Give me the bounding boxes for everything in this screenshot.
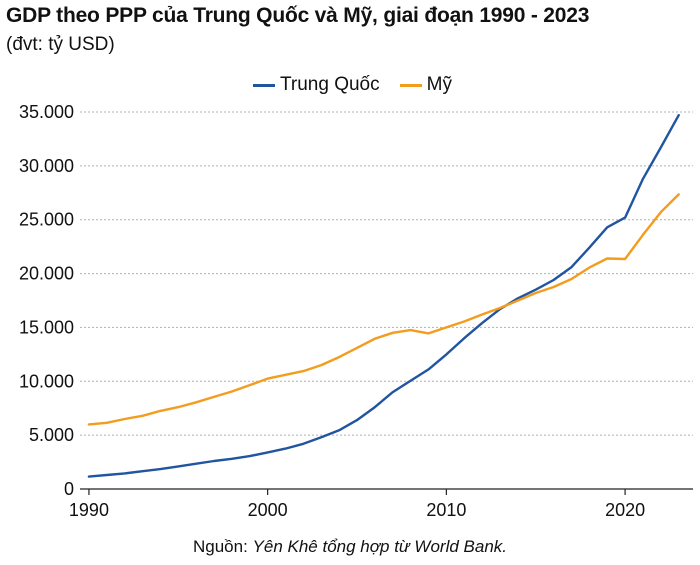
y-tick-label: 5.000 (29, 425, 74, 445)
legend-label-china: Trung Quốc (280, 74, 380, 95)
x-tick-label: 2000 (248, 500, 288, 520)
source-note: Nguồn: Yên Khê tổng hợp từ World Bank. (0, 537, 700, 557)
y-tick-label: 20.000 (19, 264, 74, 284)
series-line-china (87, 113, 680, 478)
tick-labels: 0 5.000 10.000 15.000 20.000 25.000 30.000 35.0… (19, 102, 645, 520)
series-line-usa (87, 193, 680, 426)
source-name: Yên Khê tổng hợp từ World Bank. (252, 537, 507, 556)
legend-item-china: Trung Quốc (253, 74, 380, 96)
legend-item-usa: Mỹ (399, 74, 452, 96)
y-tick-label: 25.000 (19, 210, 74, 230)
x-tick-label: 1990 (69, 500, 109, 520)
x-tick-label: 2020 (605, 500, 645, 520)
y-tick-label: 10.000 (19, 371, 74, 391)
source-prefix: Nguồn: (192, 537, 253, 556)
chart-legend: Trung Quốc Mỹ (253, 74, 472, 96)
y-tick-label: 15.000 (19, 317, 74, 337)
gridlines (80, 111, 693, 436)
x-tick-label: 2010 (426, 500, 466, 520)
legend-swatch-usa (399, 83, 422, 87)
y-tick-label: 0 (64, 479, 74, 499)
chart-title: GDP theo PPP của Trung Quốc và Mỹ, giai … (6, 4, 590, 27)
series-lines (87, 113, 680, 478)
legend-label-usa: Mỹ (426, 74, 452, 95)
chart-subtitle: (đvt: tỷ USD) (6, 34, 115, 55)
legend-swatch-china (253, 83, 275, 87)
axes (80, 488, 693, 495)
y-tick-label: 30.000 (19, 156, 74, 176)
y-tick-label: 35.000 (19, 102, 74, 122)
